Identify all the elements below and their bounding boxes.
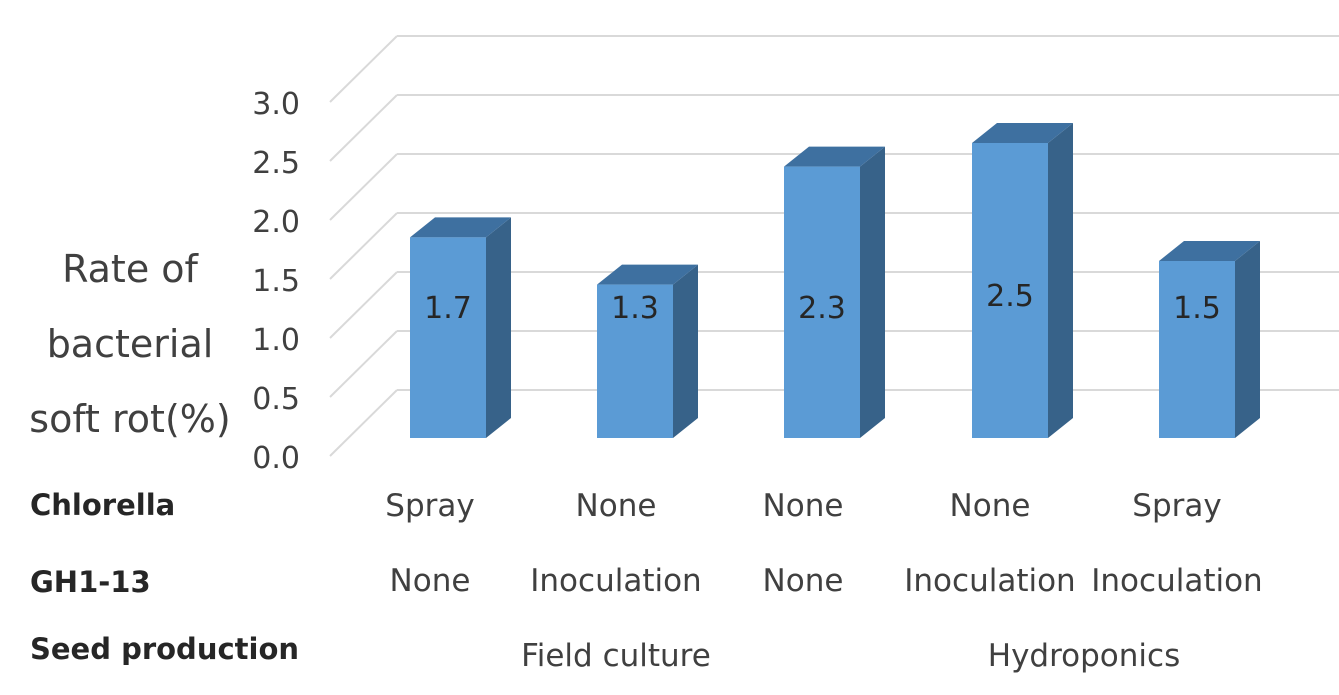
row-header-seed-production: Seed production <box>30 632 300 666</box>
bar-top <box>784 146 885 167</box>
bar: 1.7 <box>410 217 511 438</box>
bar-front <box>410 237 486 438</box>
y-tick-label: 1.0 <box>252 323 300 358</box>
chlorella-cell: Spray <box>385 488 475 524</box>
gridline-diagonal <box>329 94 398 162</box>
bar: 2.5 <box>972 123 1073 438</box>
y-tick-label: 0.5 <box>252 382 300 417</box>
bar-side <box>673 264 698 438</box>
bar-front <box>597 284 673 438</box>
gh1-13-cell: None <box>389 563 471 599</box>
chlorella-cell: Spray <box>1132 488 1222 524</box>
y-tick-label: 1.5 <box>252 264 300 299</box>
group-label-hydroponics: Hydroponics <box>987 638 1181 674</box>
y-tick-label: 2.0 <box>252 205 300 240</box>
y-tick-label: 3.0 <box>252 87 300 122</box>
bar-top <box>597 264 698 285</box>
data-label: 1.3 <box>611 291 659 326</box>
bar-top <box>410 217 511 238</box>
bar-side <box>486 217 511 438</box>
data-label: 1.5 <box>1173 291 1221 326</box>
y-axis-label-line: bacterial <box>46 322 214 366</box>
gridline-diagonal <box>329 212 398 280</box>
group-label-field-culture: Field culture <box>521 638 711 674</box>
bar-side <box>1235 241 1260 438</box>
gridline-diagonal <box>329 389 398 457</box>
gridline-diagonal <box>329 271 398 339</box>
bar: 1.3 <box>597 264 698 438</box>
bar: 2.3 <box>784 146 885 438</box>
gh1-13-cell: Inoculation <box>1091 563 1263 599</box>
chlorella-cell: None <box>575 488 657 524</box>
chlorella-cell: None <box>762 488 844 524</box>
gridline-diagonal <box>329 330 398 398</box>
bar-front <box>784 166 860 438</box>
bar-front <box>972 143 1048 438</box>
data-label: 1.7 <box>424 291 472 326</box>
row-header-gh1-13: GH1-13 <box>30 565 151 599</box>
y-tick-label: 0.0 <box>252 441 300 476</box>
y-tick-labels: 0.0 0.5 1.0 1.5 2.0 2.5 3.0 <box>252 87 300 476</box>
chlorella-cell: None <box>949 488 1031 524</box>
gridline-diagonal <box>329 35 398 103</box>
y-tick-label: 2.5 <box>252 146 300 181</box>
data-label: 2.5 <box>986 279 1034 314</box>
bars: 1.7 1.3 2.3 2.5 1.5 <box>410 123 1260 438</box>
bar-front <box>1159 261 1235 438</box>
bar-side <box>1048 123 1073 438</box>
gh1-13-cell: None <box>762 563 844 599</box>
gh1-13-cell: Inoculation <box>904 563 1076 599</box>
gh1-13-cell: Inoculation <box>530 563 702 599</box>
row-header-chlorella: Chlorella <box>30 488 176 522</box>
y-axis-label-line: Rate of <box>62 247 198 291</box>
bar: 1.5 <box>1159 241 1260 438</box>
bar-top <box>972 123 1073 143</box>
bar-top <box>1159 241 1260 261</box>
gridline-diagonal <box>329 153 398 221</box>
y-axis-label-line: soft rot(%) <box>29 397 231 441</box>
bar-side <box>860 146 885 438</box>
data-label: 2.3 <box>798 291 846 326</box>
y-axis-label: Rate of bacterial soft rot(%) <box>20 232 240 457</box>
